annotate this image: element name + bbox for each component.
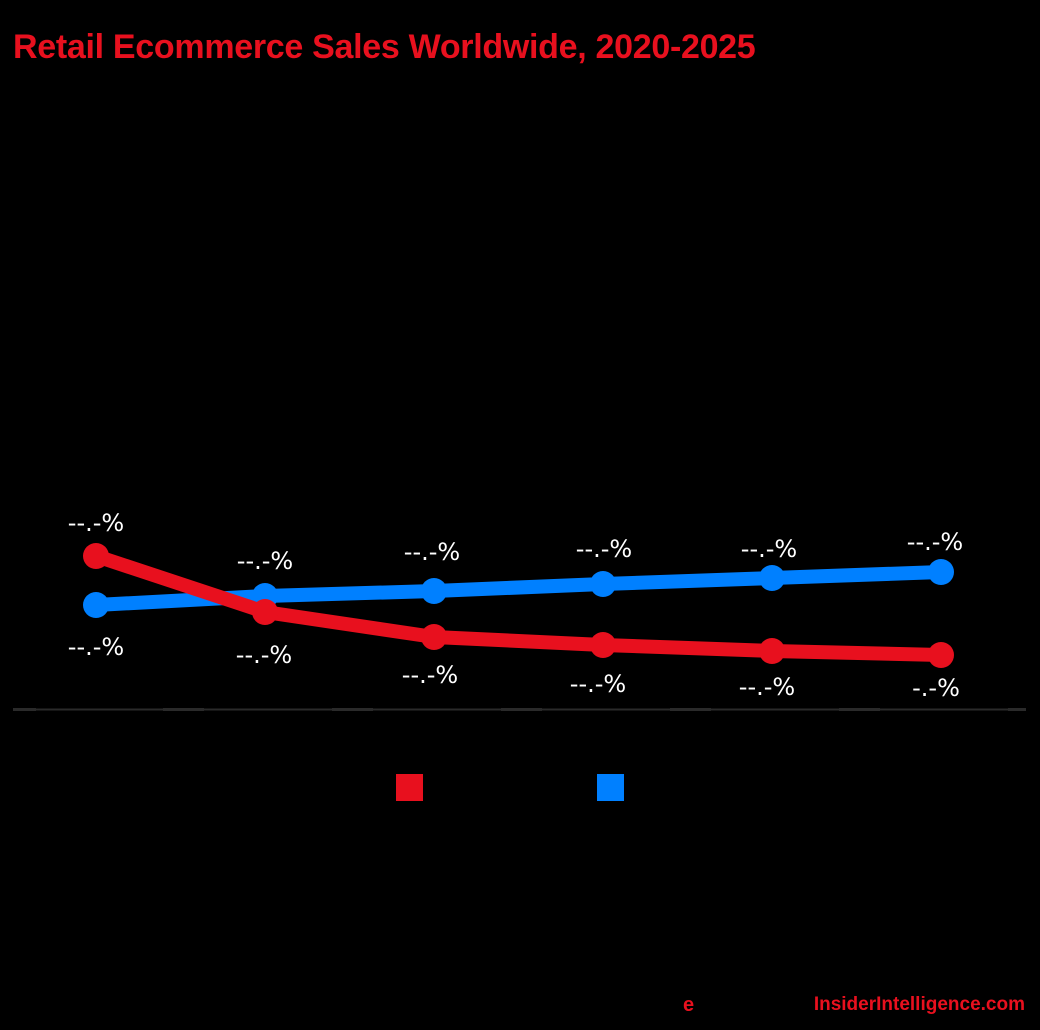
footer-site-link[interactable]: InsiderIntelligence.com [813,994,1025,1015]
series-red [83,543,954,668]
data-point[interactable] [590,571,616,597]
data-point[interactable] [928,559,954,585]
data-label-red: --.-% [738,673,796,701]
data-point[interactable] [83,543,109,569]
data-point[interactable] [759,565,785,591]
data-label-blue: --.-% [906,528,964,556]
data-point[interactable] [590,632,616,658]
data-label-red: --.-% [401,661,459,689]
data-label-blue: --.-% [575,535,633,563]
data-label-red: --.-% [235,641,293,669]
data-point[interactable] [83,592,109,618]
data-label-blue: --.-% [236,547,294,575]
brand-logo: e [683,994,695,1016]
chart-title: Retail Ecommerce Sales Worldwide, 2020-2… [13,28,756,66]
data-point[interactable] [421,578,447,604]
data-point[interactable] [421,624,447,650]
data-point[interactable] [759,638,785,664]
data-label-red: --.-% [569,670,627,698]
data-point[interactable] [928,642,954,668]
data-point[interactable] [252,599,278,625]
data-label-red: --.-% [67,509,125,537]
legend-swatch-red[interactable] [396,774,423,801]
data-label-red: -.-% [912,674,960,702]
data-label-blue: --.-% [67,633,125,661]
x-axis-ticks [13,708,1026,711]
data-label-blue: --.-% [403,538,461,566]
data-label-blue: --.-% [740,535,798,563]
legend-swatch-blue[interactable] [597,774,624,801]
